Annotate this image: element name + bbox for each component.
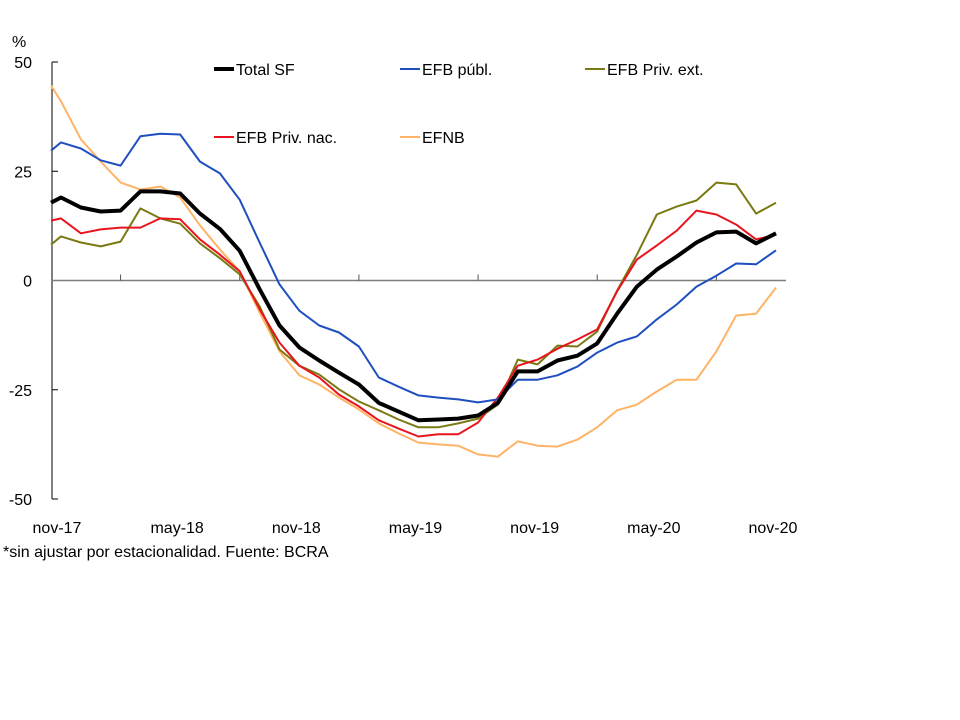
footnote-source: *sin ajustar por estacionalidad. Fuente:…: [3, 544, 329, 561]
legend-label: Total SF: [236, 62, 295, 79]
x-tick-label: may-19: [389, 520, 442, 537]
series-line-efnb: [50, 85, 777, 458]
series-line-efb-priv-nac: [50, 209, 777, 438]
legend-label: EFB Priv. nac.: [236, 130, 337, 147]
x-tick-label: may-18: [150, 520, 203, 537]
y-axis: 50 25 0 -25 -50: [9, 55, 58, 509]
legend-item: EFB Priv. nac.: [214, 130, 337, 147]
legend-item: EFNB: [400, 130, 465, 147]
legend-item: Total SF: [214, 62, 295, 79]
series-line-efb-p-bl: [50, 132, 777, 404]
x-tick-label: nov-18: [272, 520, 321, 537]
y-tick-label: 50: [14, 55, 32, 72]
x-tick-label: nov-20: [748, 520, 797, 537]
y-tick-label: -25: [9, 383, 32, 400]
y-tick-label: -50: [9, 492, 32, 509]
x-tick-label: nov-19: [510, 520, 559, 537]
legend-item: EFB públ.: [400, 62, 492, 79]
legend-label: EFB públ.: [422, 62, 492, 79]
legend: Total SF EFB públ. EFB Priv. ext. EFB Priv.…: [214, 62, 704, 147]
legend-item: EFB Priv. ext.: [585, 62, 704, 79]
y-axis-unit-label: %: [12, 34, 26, 51]
y-tick-label: 25: [14, 164, 32, 181]
series-line-total-sf: [50, 189, 777, 423]
legend-label: EFB Priv. ext.: [607, 62, 704, 79]
x-axis: nov-17 may-18 nov-18 may-19 nov-19 may-20 nov-…: [33, 274, 798, 537]
y-tick-label: 0: [23, 274, 32, 291]
x-tick-label: nov-17: [33, 520, 82, 537]
series-lines: [50, 85, 777, 458]
legend-label: EFNB: [422, 130, 465, 147]
x-tick-label: may-20: [627, 520, 680, 537]
